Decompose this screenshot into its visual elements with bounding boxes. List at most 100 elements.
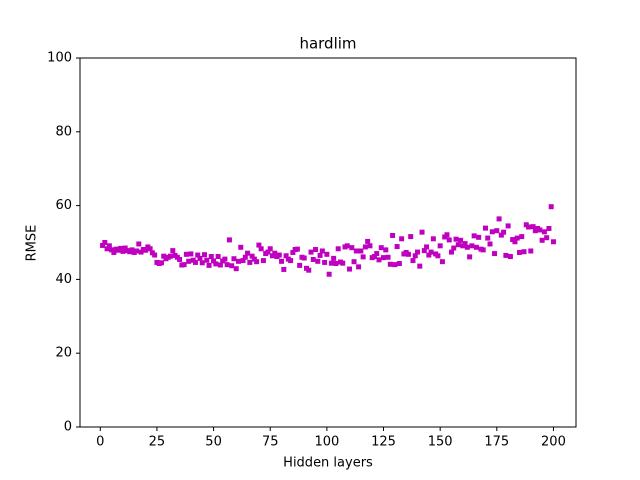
point	[183, 251, 189, 257]
y-tick-label: 0	[64, 420, 72, 435]
point	[492, 251, 498, 257]
point	[485, 235, 491, 241]
point	[439, 259, 445, 265]
point	[138, 249, 144, 255]
point	[217, 262, 223, 268]
point	[396, 261, 402, 267]
point	[451, 245, 457, 251]
point	[315, 258, 321, 264]
point	[181, 262, 187, 268]
point	[326, 271, 332, 277]
point	[392, 262, 398, 268]
point	[448, 249, 454, 255]
point	[390, 232, 396, 238]
point	[546, 225, 552, 231]
point	[374, 251, 380, 257]
point	[186, 258, 192, 264]
point	[412, 253, 418, 259]
point	[469, 243, 475, 249]
point	[494, 228, 500, 234]
y-tick-label: 20	[55, 346, 72, 361]
point	[226, 237, 232, 243]
point	[260, 258, 266, 264]
point	[297, 262, 303, 268]
point	[421, 248, 427, 254]
point	[503, 252, 509, 258]
point	[235, 258, 241, 264]
axes-frame	[79, 57, 577, 428]
point	[516, 249, 522, 255]
point	[199, 260, 205, 266]
point	[254, 259, 260, 265]
point	[496, 216, 502, 222]
point	[195, 252, 201, 258]
point	[385, 254, 391, 260]
point	[301, 255, 307, 261]
point	[256, 242, 262, 248]
point	[512, 239, 518, 245]
point	[204, 257, 210, 263]
point	[245, 250, 251, 256]
y-tick-label: 40	[55, 272, 72, 287]
point	[102, 240, 108, 245]
point	[281, 266, 287, 272]
point	[344, 243, 350, 249]
point	[147, 246, 153, 252]
point	[408, 234, 414, 240]
point	[233, 266, 239, 272]
point	[104, 246, 110, 252]
point	[501, 229, 507, 235]
x-tick-label: 0	[96, 435, 104, 450]
point	[269, 253, 275, 259]
point	[242, 254, 248, 260]
x-tick-label: 125	[371, 435, 396, 450]
point	[349, 245, 355, 251]
point	[455, 242, 461, 248]
point	[550, 239, 556, 245]
point	[394, 244, 400, 250]
point	[317, 252, 323, 258]
point	[444, 232, 450, 238]
point	[437, 243, 443, 249]
point	[378, 245, 384, 251]
point	[430, 236, 436, 242]
point	[453, 236, 459, 242]
point	[170, 248, 176, 254]
point	[505, 223, 511, 229]
point	[489, 229, 495, 235]
point	[367, 243, 373, 249]
point	[356, 264, 362, 270]
point	[514, 235, 520, 241]
y-tick-label: 80	[55, 124, 72, 139]
point	[122, 245, 128, 251]
point	[134, 248, 140, 254]
point	[498, 232, 504, 238]
x-tick-label: 75	[262, 435, 279, 450]
point	[473, 244, 479, 250]
point	[331, 255, 337, 261]
point	[428, 249, 434, 255]
point	[129, 247, 135, 253]
point	[387, 261, 393, 267]
point	[362, 244, 368, 250]
point	[106, 243, 112, 249]
point	[530, 224, 536, 230]
point	[109, 247, 115, 253]
point	[446, 237, 452, 243]
point	[507, 254, 513, 260]
point	[294, 246, 300, 252]
point	[251, 256, 257, 262]
point	[548, 204, 554, 210]
y-axis-label: RMSE	[25, 225, 40, 262]
point	[276, 252, 282, 258]
point	[224, 262, 230, 268]
point	[192, 259, 198, 265]
point	[258, 246, 264, 252]
point	[335, 246, 341, 252]
point	[213, 261, 219, 267]
point	[435, 253, 441, 259]
point	[544, 235, 550, 241]
point	[100, 242, 106, 248]
point	[120, 248, 126, 254]
point	[371, 254, 377, 260]
